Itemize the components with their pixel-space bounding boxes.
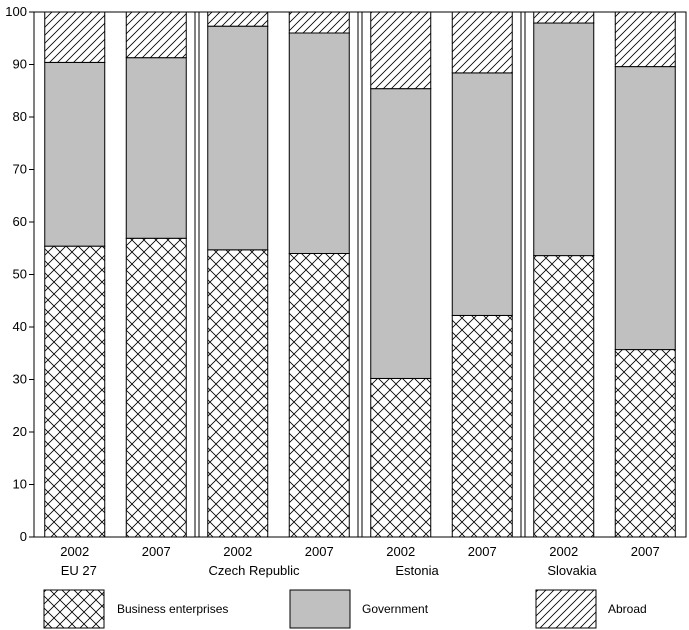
bar-segment-government: [451, 72, 513, 316]
legend-swatch-abroad: [535, 589, 597, 629]
group-label: EU 27: [61, 563, 97, 578]
bar-segment-abroad: [125, 11, 187, 59]
bar-segment-government: [44, 61, 106, 247]
bar-segment-abroad: [44, 11, 106, 63]
group-label: Slovakia: [547, 563, 597, 578]
bar-segment-abroad: [207, 11, 269, 27]
bar-segment-abroad: [533, 11, 595, 24]
bar-segment-abroad: [614, 11, 676, 68]
x-tick-label: 2002: [549, 544, 578, 559]
bar-segment-business-enterprises: [533, 255, 595, 538]
legend-label: Abroad: [608, 602, 647, 616]
legend-label: Government: [362, 602, 429, 616]
x-tick-label: 2002: [386, 544, 415, 559]
bar-segment-government: [533, 22, 595, 257]
y-tick-label: 70: [13, 162, 27, 177]
bars: [44, 11, 676, 538]
bar-segment-business-enterprises: [288, 253, 350, 538]
x-tick-label: 2007: [468, 544, 497, 559]
group-label: Czech Republic: [209, 563, 301, 578]
bar-segment-business-enterprises: [451, 314, 513, 538]
legend: Business enterprises Government Abroad: [43, 589, 647, 629]
x-tick-label: 2007: [631, 544, 660, 559]
bar-segment-abroad: [451, 11, 513, 74]
bar-segment-abroad: [288, 11, 350, 34]
y-tick-label: 10: [13, 477, 27, 492]
legend-swatch-business-enterprises: [43, 589, 105, 629]
bar-segment-abroad: [370, 11, 432, 90]
x-axis-labels: 2002 2007 2002 2007 2002 2007 2002 2007 EU 27 Cze…: [60, 544, 659, 578]
y-axis: 0 10 20 30 40 50 60 70 80 90 100: [5, 4, 687, 544]
y-tick-label: 20: [13, 424, 27, 439]
x-tick-label: 2002: [223, 544, 252, 559]
y-tick-label: 60: [13, 214, 27, 229]
bar-segment-business-enterprises: [370, 377, 432, 538]
legend-label: Business enterprises: [117, 602, 228, 616]
x-tick-label: 2007: [305, 544, 334, 559]
y-tick-label: 100: [5, 4, 27, 19]
x-tick-label: 2007: [142, 544, 171, 559]
y-tick-label: 0: [20, 529, 27, 544]
y-tick-label: 80: [13, 109, 27, 124]
x-tick-label: 2002: [60, 544, 89, 559]
bar-segment-business-enterprises: [614, 349, 676, 538]
group-label: Estonia: [395, 563, 439, 578]
bar-segment-government: [288, 32, 350, 254]
bar-segment-government: [207, 25, 269, 251]
bar-segment-government: [125, 57, 187, 239]
y-tick-label: 50: [13, 267, 27, 282]
y-tick-label: 40: [13, 319, 27, 334]
y-tick-label: 90: [13, 57, 27, 72]
bar-segment-government: [370, 88, 432, 379]
legend-swatch-government: [289, 589, 351, 629]
bar-segment-business-enterprises: [125, 237, 187, 538]
y-tick-label: 30: [13, 372, 27, 387]
bar-segment-business-enterprises: [207, 249, 269, 538]
bar-segment-business-enterprises: [44, 245, 106, 538]
bar-segment-government: [614, 66, 676, 351]
